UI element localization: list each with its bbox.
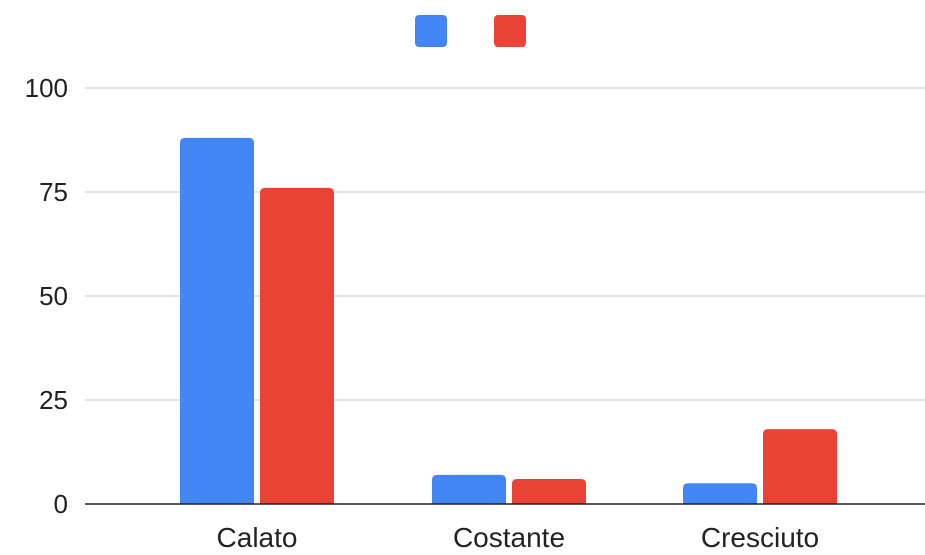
y-tick-label: 0: [54, 489, 68, 519]
bars: [180, 137, 837, 505]
x-axis-category-labels: Calato Costante Cresciuto: [217, 522, 820, 553]
bar: [512, 479, 586, 504]
bar: [683, 483, 757, 504]
legend: [415, 15, 526, 47]
y-tick-label: 25: [39, 385, 68, 415]
bar: [432, 474, 506, 504]
x-category-label: Costante: [453, 522, 565, 553]
x-category-label: Calato: [217, 522, 298, 553]
bar: [763, 429, 837, 504]
bar: [180, 137, 254, 505]
y-axis-tick-labels: 0 25 50 75 100: [25, 73, 68, 519]
bar: [260, 187, 334, 504]
x-category-label: Cresciuto: [701, 522, 819, 553]
y-tick-label: 75: [39, 177, 68, 207]
y-tick-label: 50: [39, 281, 68, 311]
legend-swatch: [494, 15, 526, 47]
y-tick-label: 100: [25, 73, 68, 103]
legend-swatch: [415, 15, 447, 47]
